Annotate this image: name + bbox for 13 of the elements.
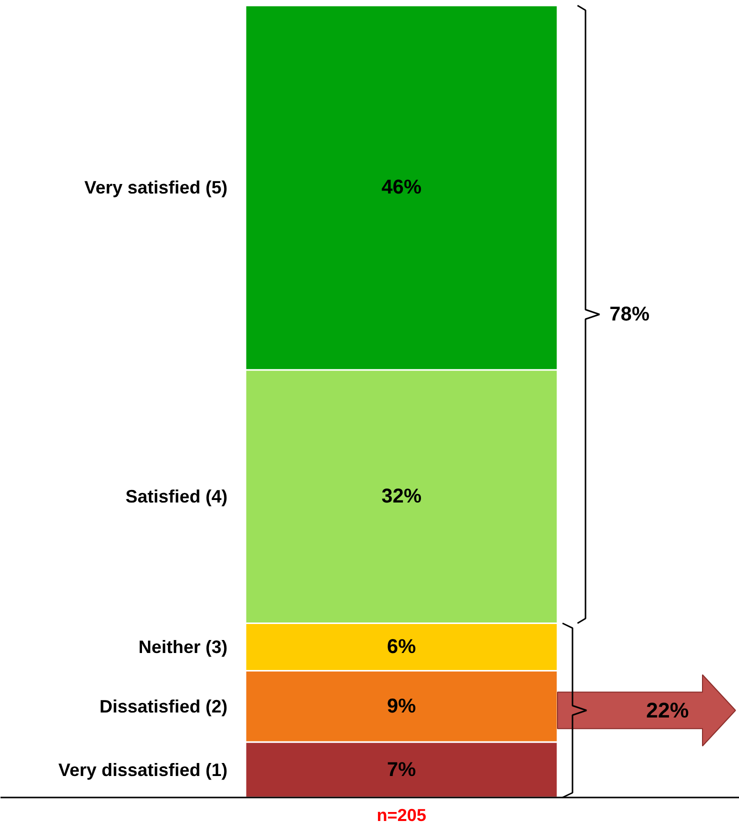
data-label: 6% <box>387 636 416 658</box>
data-label: 7% <box>387 758 416 781</box>
data-label: 9% <box>387 695 416 718</box>
text: n=205 <box>376 804 427 824</box>
text: 22% <box>646 698 689 722</box>
series-label: Very satisfied (5) <box>84 178 228 198</box>
data-label: 32% <box>381 486 422 508</box>
series-label: Very dissatisfied (1) <box>58 760 228 780</box>
text: 78% <box>610 303 650 326</box>
series-label: Satisfied (4) <box>125 486 228 507</box>
series-label: Neither (3) <box>138 637 228 658</box>
series-label: Dissatisfied (2) <box>99 696 228 716</box>
data-label: 46% <box>381 176 422 199</box>
